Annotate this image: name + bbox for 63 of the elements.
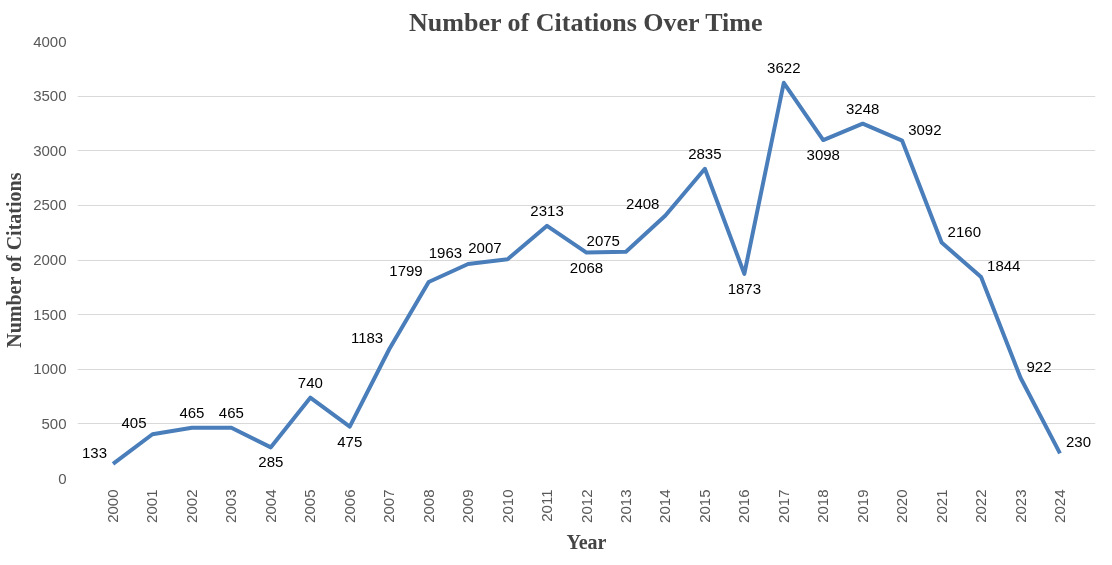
x-tick-label: 2024 xyxy=(1050,489,1068,523)
data-label: 3248 xyxy=(846,99,880,117)
data-label: 1183 xyxy=(350,329,384,347)
x-axis-title: Year xyxy=(566,530,607,553)
data-label: 2007 xyxy=(468,239,502,257)
chart-title: Number of Citations Over Time xyxy=(409,7,763,37)
data-label: 2835 xyxy=(688,144,722,162)
y-tick-label: 2500 xyxy=(33,196,67,214)
x-tick-label: 2009 xyxy=(459,489,477,523)
data-label: 3092 xyxy=(908,120,942,138)
x-tick-label: 2016 xyxy=(735,489,753,523)
y-tick-label: 3500 xyxy=(33,87,67,105)
data-label: 922 xyxy=(1026,357,1052,375)
x-tick-label: 2003 xyxy=(222,489,240,523)
x-tick-label: 2021 xyxy=(932,489,950,523)
x-tick-label: 2011 xyxy=(538,489,556,522)
data-label: 1844 xyxy=(987,257,1021,275)
data-label: 133 xyxy=(81,443,108,461)
data-label: 1873 xyxy=(727,279,762,297)
x-tick-label: 2018 xyxy=(814,489,832,523)
x-tick-label: 2012 xyxy=(577,489,595,523)
data-label: 230 xyxy=(1065,433,1092,451)
data-label: 405 xyxy=(121,414,147,432)
data-label: 2408 xyxy=(626,195,660,213)
data-label: 2075 xyxy=(586,231,620,249)
x-tick-label: 2013 xyxy=(616,489,634,523)
data-label: 2313 xyxy=(530,201,564,219)
line-series xyxy=(111,80,1062,466)
data-label: 2160 xyxy=(947,222,981,240)
y-tick-label: 4000 xyxy=(33,32,67,50)
data-label: 1799 xyxy=(389,261,423,279)
data-label: 465 xyxy=(179,403,205,421)
data-label: 2068 xyxy=(569,258,604,276)
x-tick-label: 2006 xyxy=(340,489,358,523)
x-tick-label: 2004 xyxy=(261,489,279,523)
x-tick-label: 2022 xyxy=(972,489,990,523)
x-tick-label: 2023 xyxy=(1011,489,1029,523)
x-tick-label: 2020 xyxy=(893,489,911,523)
data-label: 475 xyxy=(337,432,363,450)
data-label: 1963 xyxy=(428,244,463,262)
data-label: 3622 xyxy=(767,58,801,76)
data-label: 740 xyxy=(297,373,323,391)
x-tick-label: 2001 xyxy=(143,489,161,523)
y-tick-label: 1000 xyxy=(33,360,67,378)
x-tick-label: 2007 xyxy=(380,489,398,523)
x-tick-label: 2000 xyxy=(104,489,122,523)
x-tick-label: 2005 xyxy=(301,489,319,523)
x-tick-label: 2017 xyxy=(774,489,792,523)
y-axis-title: Number of Citations xyxy=(3,172,26,348)
y-tick-label: 3000 xyxy=(33,141,67,159)
x-tick-label: 2015 xyxy=(695,489,713,523)
x-tick-label: 2014 xyxy=(656,489,674,523)
data-label: 3098 xyxy=(806,146,840,164)
y-tick-label: 0 xyxy=(58,469,67,487)
y-tick-label: 500 xyxy=(41,414,67,432)
x-tick-label: 2002 xyxy=(182,489,200,523)
x-tick-label: 2008 xyxy=(419,489,437,523)
y-tick-label: 2000 xyxy=(33,251,67,268)
x-tick-label: 2019 xyxy=(853,489,871,523)
data-label: 285 xyxy=(258,453,284,471)
y-tick-label: 1500 xyxy=(33,305,67,323)
data-label: 465 xyxy=(218,403,244,421)
x-tick-label: 2010 xyxy=(498,489,516,523)
